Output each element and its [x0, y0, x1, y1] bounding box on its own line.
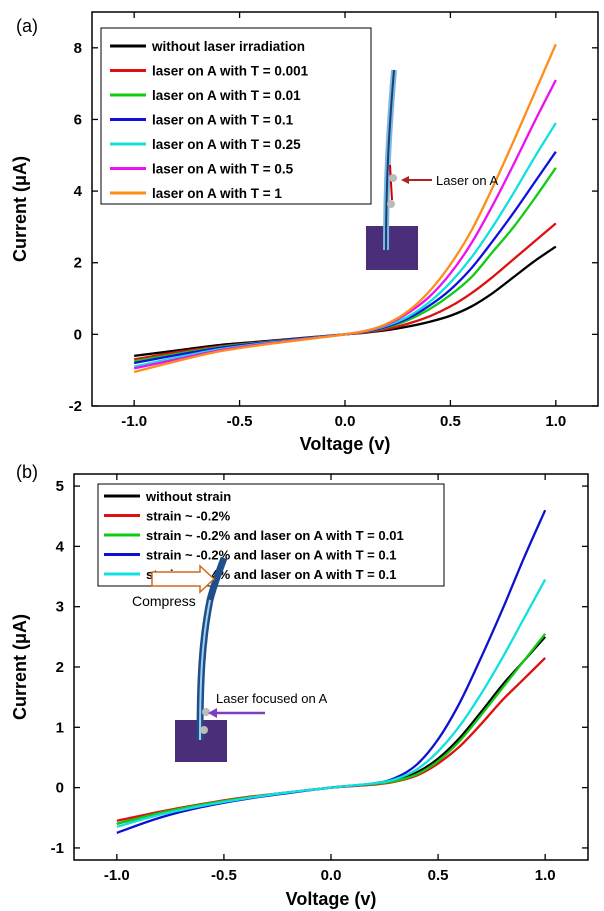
legend-entry-label: laser on A with T = 0.01	[152, 88, 301, 103]
series-line-b-4	[116, 578, 547, 828]
panel-label-b: (b)	[16, 462, 38, 482]
y-axis-label-b: Current (μA)	[10, 614, 30, 720]
y-tick-label: 3	[56, 599, 64, 616]
legend-box-a	[100, 27, 372, 205]
series-line-a-6	[133, 43, 557, 374]
x-tick-label: -0.5	[211, 867, 237, 884]
series-group-b	[116, 509, 547, 834]
axis-ticks-a: -1.0 -0.5 0.0 0.5 1.0 -2 0 2 4 6 8	[69, 12, 598, 430]
y-tick-label: 6	[74, 111, 82, 128]
y-tick-label: 0	[74, 326, 82, 343]
compress-arrow-b	[151, 564, 216, 594]
legend-entry-label: without strain	[145, 489, 231, 504]
x-tick-label: 1.0	[535, 867, 556, 884]
legend-entry-label: laser on A with T = 1	[152, 186, 282, 201]
panel-b: (b) -1.0 -0.5 0.0 0.5 1.0 -1 0 1 2 3 4 5 Voltage (v…	[10, 462, 589, 909]
legend-entry-label: strain ~ -0.2%	[146, 509, 231, 524]
series-line-a-1	[133, 222, 557, 361]
legend-entry-label: strain ~ -0.2% and laser on A with T = 0…	[146, 548, 396, 563]
panel-a: (a) -1.0 -0.5 0.0 0.5 1.0 -2 0 2 4 6 8 Voltage (v)…	[10, 11, 599, 454]
inset-wire-highlight-b	[199, 599, 211, 741]
y-axis-label-a: Current (μA)	[10, 156, 30, 262]
x-tick-label: 1.0	[545, 413, 566, 430]
legend-entry-label: laser on A with T = 0.001	[152, 64, 309, 79]
legend-b: without strain strain ~ -0.2% strain ~ -0.…	[97, 483, 445, 587]
legend-box-b	[97, 483, 445, 587]
x-tick-label: -1.0	[104, 867, 130, 884]
legend-entry-label: strain ~ -0.2% and laser on A with T = 0…	[146, 528, 404, 543]
y-tick-label: 8	[74, 40, 82, 57]
legend-a: without laser irradiation laser on A with…	[100, 27, 372, 205]
legend-entry-label: without laser irradiation	[151, 39, 305, 54]
nanowire-inset-a: Laser on A	[366, 69, 498, 270]
laser-arrowhead-b	[208, 708, 217, 718]
axis-ticks-b: -1.0 -0.5 0.0 0.5 1.0 -1 0 1 2 3 4 5	[51, 474, 588, 884]
inset-segment-a	[389, 164, 393, 201]
legend-entry-label: laser on A with T = 0.1	[152, 113, 294, 128]
inset-compress-label-b: Compress	[132, 593, 196, 609]
y-tick-label: 4	[74, 183, 83, 200]
inset-contact-top-b	[202, 708, 210, 716]
series-line-a-0	[134, 245, 557, 357]
inset-contact-bottom-a	[387, 200, 395, 208]
x-tick-label: 0.0	[321, 867, 342, 884]
y-tick-label: 2	[74, 255, 82, 272]
legend-entry-label: laser on A with T = 0.25	[152, 137, 301, 152]
inset-contact-bottom-b	[200, 726, 208, 734]
legend-entry-label: laser on A with T = 0.5	[152, 162, 294, 177]
y-tick-label: 2	[56, 659, 64, 676]
inset-base-a	[366, 226, 418, 270]
inset-annotation-a: Laser on A	[436, 173, 498, 188]
x-tick-label: 0.5	[428, 867, 449, 884]
series-group-a	[133, 43, 557, 374]
x-tick-label: 0.5	[440, 413, 461, 430]
y-tick-label: -2	[69, 398, 82, 415]
x-tick-label: -0.5	[227, 413, 253, 430]
inset-wire-edge-a	[385, 69, 395, 251]
x-tick-label: -1.0	[121, 413, 147, 430]
x-axis-label-a: Voltage (v)	[300, 434, 391, 454]
laser-arrowhead-a	[401, 176, 409, 184]
x-axis-label-b: Voltage (v)	[286, 889, 377, 909]
inset-laser-label-b: Laser focused on A	[216, 691, 328, 706]
nanowire-inset-b: Compress Laser focused on A	[132, 556, 328, 762]
x-tick-label: 0.0	[335, 413, 356, 430]
y-tick-label: 1	[56, 719, 64, 736]
y-tick-label: 5	[56, 478, 64, 495]
y-tick-label: 4	[56, 538, 65, 555]
panel-label-a: (a)	[16, 16, 38, 36]
y-tick-label: -1	[51, 840, 64, 857]
inset-contact-top-a	[389, 174, 397, 182]
y-tick-label: 0	[56, 780, 64, 797]
